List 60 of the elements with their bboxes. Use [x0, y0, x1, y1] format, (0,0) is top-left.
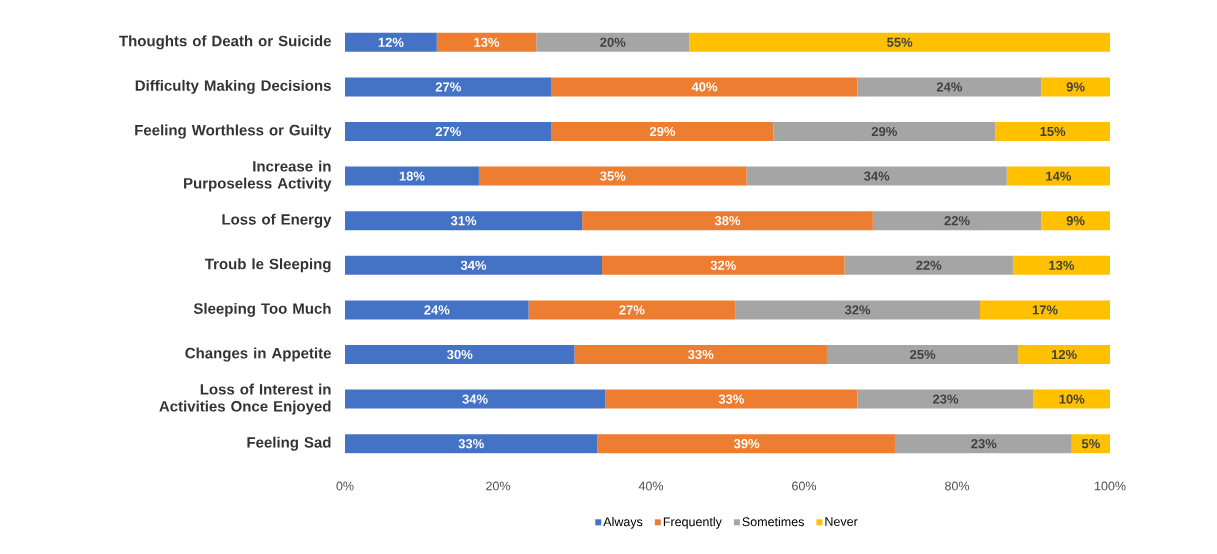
y-tick-label: Sleeping Too Much: [193, 302, 331, 317]
legend-label: Never: [825, 517, 858, 526]
data-label: 39%: [733, 439, 760, 449]
data-label: 9%: [1066, 82, 1085, 92]
data-label: 24%: [424, 305, 450, 315]
data-label: 27%: [435, 82, 461, 92]
data-label: 12%: [378, 37, 404, 47]
data-label: 15%: [1040, 126, 1066, 137]
data-label: 5%: [1081, 439, 1100, 449]
data-label: 27%: [435, 126, 461, 137]
data-label: 40%: [691, 82, 718, 92]
y-tick-label: Increase in Purposeless Activity: [184, 160, 332, 192]
data-label: 29%: [871, 126, 897, 137]
data-label: 22%: [916, 260, 942, 270]
data-label: 33%: [688, 349, 714, 360]
data-label: 25%: [910, 349, 936, 360]
x-tick-label: 100%: [1094, 481, 1126, 491]
legend-label: Always: [603, 517, 643, 529]
y-tick-label: Loss of Energy: [222, 213, 332, 228]
data-label: 22%: [944, 216, 970, 226]
data-label: 55%: [887, 37, 913, 47]
data-label: 32%: [710, 260, 736, 270]
data-label: 10%: [1059, 394, 1085, 404]
data-label: 31%: [450, 216, 477, 226]
data-label: 9%: [1066, 216, 1085, 226]
data-label: 34%: [863, 171, 890, 181]
x-tick-label: 60%: [792, 481, 817, 491]
data-label: 24%: [936, 82, 963, 92]
data-label: 33%: [458, 439, 484, 449]
y-tick-label: Changes in Appetite: [185, 347, 331, 362]
y-tick-label: Thoughts of Death or Suicide: [119, 35, 331, 50]
data-label: 38%: [714, 216, 741, 226]
x-tick-label: 20%: [486, 481, 511, 491]
data-label: 17%: [1032, 305, 1058, 315]
data-label: 34%: [460, 260, 487, 270]
y-tick-label: Difficulty Making Decisions: [135, 79, 331, 94]
x-tick-label: 80%: [945, 481, 970, 491]
data-label: 14%: [1046, 171, 1072, 181]
y-tick-label: Feeling Worthless or Guilty: [135, 124, 332, 139]
data-label: 32%: [844, 305, 871, 315]
data-label: 20%: [600, 37, 626, 47]
legend-label: Sometimes: [742, 517, 804, 527]
data-label: 13%: [1049, 260, 1075, 270]
x-tick-label: 40%: [638, 481, 664, 491]
y-tick-label: Loss of Interest in Activities Once Enjoyed: [159, 383, 331, 415]
y-tick-label: Feeling Sad: [247, 436, 331, 451]
data-label: 33%: [718, 394, 744, 404]
data-label: 23%: [932, 394, 959, 404]
data-label: 29%: [649, 126, 676, 137]
y-tick-label: Troub le Sleeping: [204, 258, 331, 273]
legend-label: Frequently: [663, 517, 722, 529]
data-label: 18%: [399, 171, 425, 181]
data-label: 27%: [619, 305, 645, 315]
data-label: 35%: [600, 171, 626, 181]
data-label: 12%: [1051, 349, 1077, 360]
data-label: 30%: [447, 349, 473, 360]
data-label: 13%: [474, 37, 500, 47]
x-tick-label: 0%: [336, 481, 354, 491]
data-label: 23%: [971, 439, 997, 449]
data-label: 34%: [462, 394, 488, 404]
